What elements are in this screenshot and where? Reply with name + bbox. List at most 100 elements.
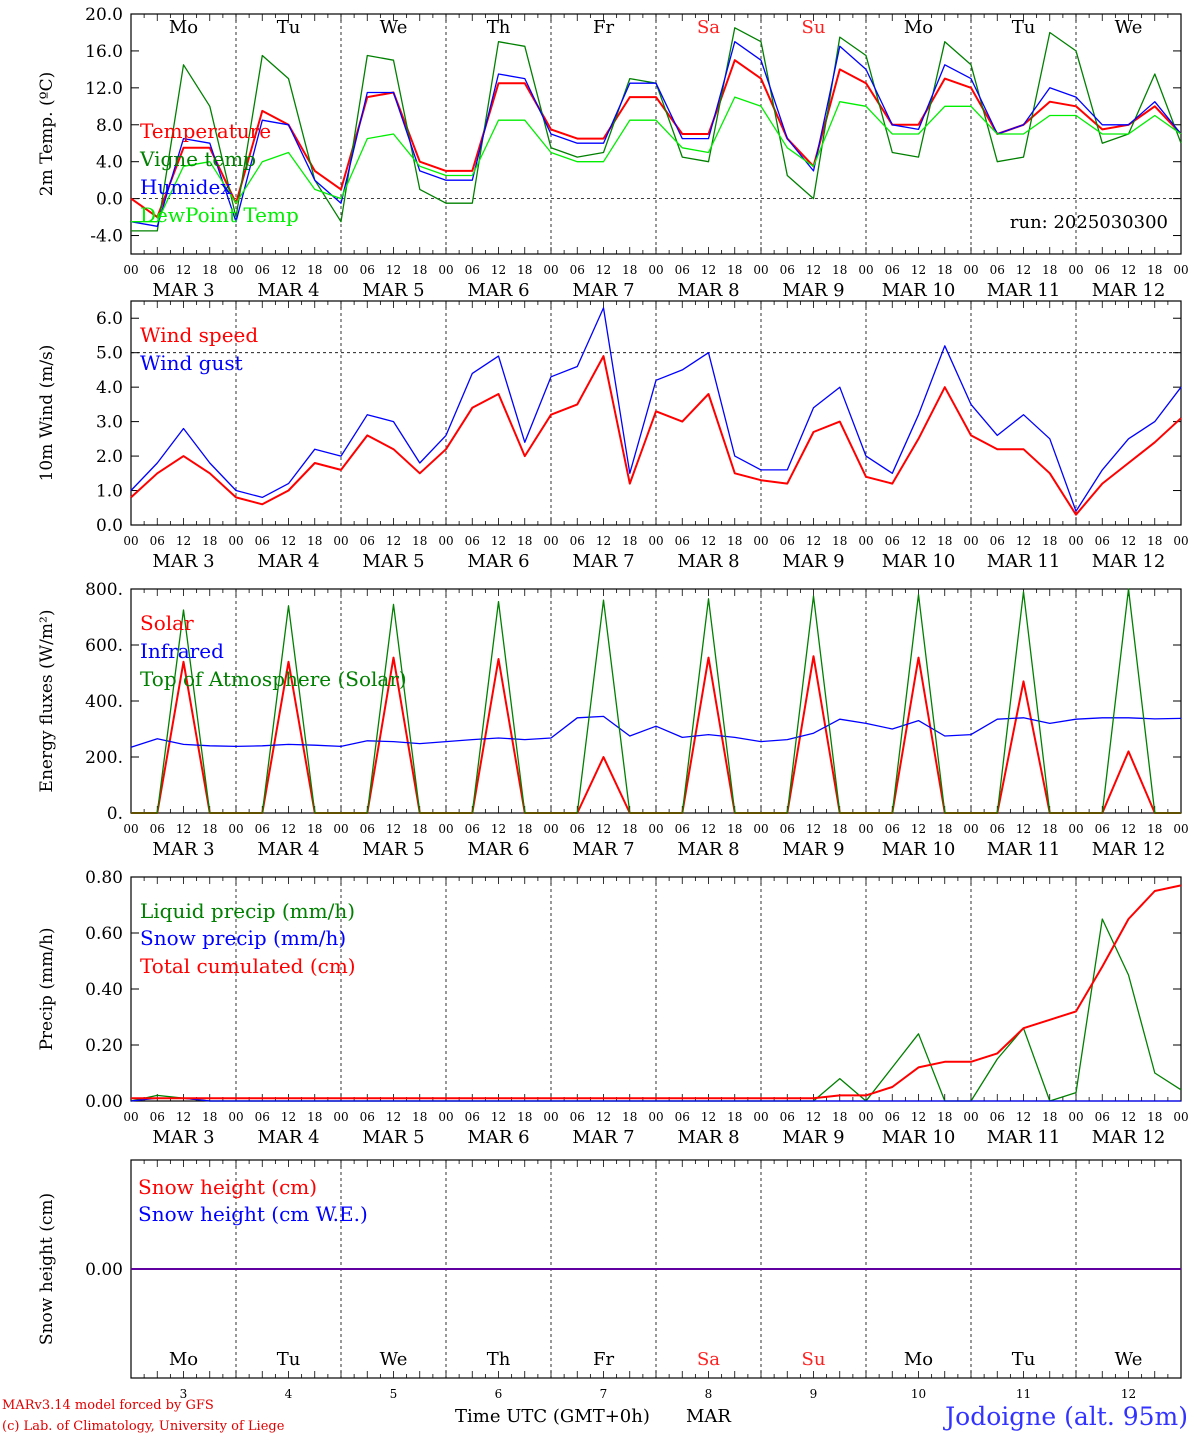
weekday-label: Mo bbox=[169, 17, 198, 38]
hour-tick-label: 12 bbox=[1121, 263, 1136, 277]
date-label: MAR 3 bbox=[152, 1127, 214, 1148]
hour-tick-label: 12 bbox=[911, 534, 926, 548]
hour-tick-label: 00 bbox=[543, 263, 558, 277]
date-label: MAR 9 bbox=[782, 551, 844, 572]
plot-frame bbox=[130, 588, 1182, 814]
weekday-label: Sa bbox=[697, 1349, 720, 1370]
hour-tick-label: 00 bbox=[753, 822, 768, 836]
hour-tick-label: 06 bbox=[360, 534, 375, 548]
date-label: MAR 4 bbox=[257, 1127, 319, 1148]
hour-tick-label: 12 bbox=[176, 1110, 191, 1124]
hour-tick-label: 12 bbox=[176, 263, 191, 277]
hour-tick-label: 12 bbox=[386, 534, 401, 548]
hour-tick-label: 12 bbox=[1121, 822, 1136, 836]
hour-tick-label: 00 bbox=[1068, 263, 1083, 277]
y-tick-label: 0. bbox=[107, 804, 123, 824]
hour-tick-label: 06 bbox=[1095, 534, 1110, 548]
site-title: Jodoigne (alt. 95m) bbox=[945, 1402, 1188, 1431]
hour-tick-label: 00 bbox=[228, 1110, 243, 1124]
series-line bbox=[131, 96, 1182, 223]
hour-tick-label: 06 bbox=[885, 822, 900, 836]
hour-tick-label: 06 bbox=[150, 1110, 165, 1124]
hour-tick-label: 12 bbox=[806, 822, 821, 836]
hour-tick-label: 18 bbox=[202, 822, 217, 836]
y-tick-label: 4.0 bbox=[96, 153, 123, 173]
hour-tick-label: 00 bbox=[648, 1110, 663, 1124]
hour-tick-label: 18 bbox=[727, 1110, 742, 1124]
panel-1: -4.0 0.0 4.0 8.0 12.0 16.0 20.0 2m Temp. (ºC) 00… bbox=[37, 5, 1189, 301]
weekday-label: Mo bbox=[904, 17, 933, 38]
hour-tick-label: 00 bbox=[438, 1110, 453, 1124]
hour-tick-label: 06 bbox=[780, 1110, 795, 1124]
weekday-label: Mo bbox=[904, 1349, 933, 1370]
legend-entry: Snow height (cm W.E.) bbox=[138, 1202, 368, 1226]
hour-tick-label: 18 bbox=[832, 1110, 847, 1124]
y-tick-label: 3.0 bbox=[96, 413, 123, 433]
panel-3: 0. 200. 400. 600. 800. Energy fluxes (W/m²) 00… bbox=[37, 580, 1189, 860]
hour-tick-label: 06 bbox=[990, 1110, 1005, 1124]
hour-tick-label: 06 bbox=[990, 822, 1005, 836]
hour-tick-label: 06 bbox=[675, 822, 690, 836]
hour-tick-label: 00 bbox=[963, 822, 978, 836]
hour-tick-label: 00 bbox=[228, 534, 243, 548]
hour-tick-label: 18 bbox=[307, 822, 322, 836]
legend-entry: Temperature bbox=[140, 119, 271, 143]
hour-tick-label: 00 bbox=[963, 263, 978, 277]
hour-tick-label: 06 bbox=[1095, 1110, 1110, 1124]
hour-tick-label: 06 bbox=[360, 1110, 375, 1124]
hour-tick-label: 06 bbox=[675, 263, 690, 277]
weekday-label: We bbox=[380, 1349, 408, 1370]
hour-tick-label: 00 bbox=[648, 822, 663, 836]
y-tick-label: 400. bbox=[85, 692, 123, 712]
series-line bbox=[130, 1097, 1181, 1102]
hour-tick-label: 00 bbox=[648, 534, 663, 548]
weekday-label: Tu bbox=[277, 17, 301, 38]
y-axis-label: Energy fluxes (W/m²) bbox=[37, 610, 57, 793]
date-label: MAR 4 bbox=[257, 280, 319, 301]
y-axis-label: 2m Temp. (ºC) bbox=[37, 72, 57, 197]
date-label: MAR 6 bbox=[467, 1127, 529, 1148]
hour-tick-label: 12 bbox=[806, 534, 821, 548]
panel-4: 0.00 0.20 0.40 0.60 0.80 Precip (mm/h) 00 06 12 1… bbox=[37, 868, 1189, 1148]
hour-tick-label: 12 bbox=[701, 263, 716, 277]
weekday-label: Su bbox=[802, 1349, 826, 1370]
hour-tick-label: 12 bbox=[596, 534, 611, 548]
series-line bbox=[130, 41, 1182, 227]
hour-tick-label: 00 bbox=[963, 1110, 978, 1124]
day-number-label: 5 bbox=[390, 1387, 398, 1401]
day-number-label: 3 bbox=[180, 1387, 188, 1401]
legend-entry: Liquid precip (mm/h) bbox=[140, 899, 355, 923]
hour-tick-label: 06 bbox=[885, 1110, 900, 1124]
hour-tick-label: 18 bbox=[937, 534, 952, 548]
hour-tick-label: 06 bbox=[675, 1110, 690, 1124]
date-label: MAR 12 bbox=[1092, 839, 1166, 860]
hour-tick-label: 06 bbox=[990, 534, 1005, 548]
day-number-label: 8 bbox=[705, 1387, 713, 1401]
hour-tick-label: 18 bbox=[937, 1110, 952, 1124]
day-number-label: 12 bbox=[1121, 1387, 1136, 1401]
date-label: MAR 8 bbox=[677, 839, 739, 860]
y-tick-label: 0.00 bbox=[85, 1260, 123, 1280]
weekday-label: Fr bbox=[593, 17, 614, 38]
y-tick-label: 5.0 bbox=[96, 344, 123, 364]
date-label: MAR 6 bbox=[467, 839, 529, 860]
date-label: MAR 11 bbox=[987, 280, 1061, 301]
date-label: MAR 9 bbox=[782, 280, 844, 301]
hour-tick-label: 18 bbox=[412, 1110, 427, 1124]
hour-tick-label: 12 bbox=[1016, 534, 1031, 548]
x-axis-month: MAR bbox=[686, 1406, 731, 1427]
hour-tick-label: 12 bbox=[281, 263, 296, 277]
hour-tick-label: 06 bbox=[1095, 263, 1110, 277]
model-credit: MARv3.14 model forced by GFS bbox=[2, 1398, 214, 1413]
hour-tick-label: 18 bbox=[727, 263, 742, 277]
series-line bbox=[130, 307, 1182, 512]
hour-tick-label: 00 bbox=[963, 534, 978, 548]
date-label: MAR 11 bbox=[987, 1127, 1061, 1148]
y-tick-label: 20.0 bbox=[85, 5, 123, 25]
hour-tick-label: 00 bbox=[1173, 534, 1188, 548]
hour-tick-label: 06 bbox=[465, 822, 480, 836]
hour-tick-label: 00 bbox=[648, 263, 663, 277]
date-label: MAR 6 bbox=[467, 280, 529, 301]
hour-tick-label: 00 bbox=[333, 822, 348, 836]
day-number-label: 6 bbox=[495, 1387, 503, 1401]
